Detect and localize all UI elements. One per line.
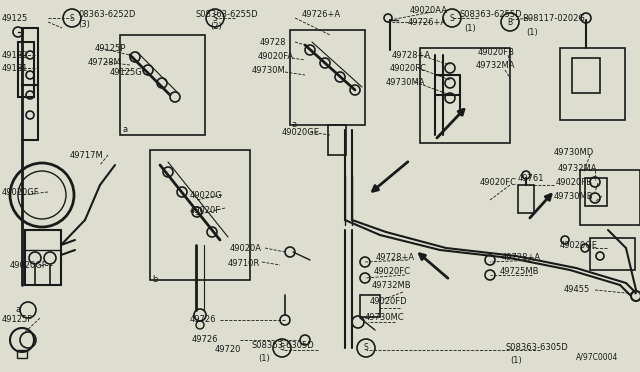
Text: S: S (280, 343, 284, 353)
Bar (518, 185, 534, 213)
Text: 49720: 49720 (215, 346, 241, 355)
Text: 49761: 49761 (518, 173, 545, 183)
Text: 08363-6252D: 08363-6252D (78, 10, 136, 19)
Bar (25, 230, 61, 285)
Text: 49730MB: 49730MB (554, 192, 594, 201)
Text: a: a (122, 125, 127, 134)
Bar (560, 48, 625, 120)
Bar (580, 170, 640, 225)
Text: 49728+A: 49728+A (376, 253, 415, 263)
Text: 49020GE: 49020GE (560, 241, 598, 250)
Text: 49020F: 49020F (190, 205, 221, 215)
Text: 49125G: 49125G (110, 67, 143, 77)
Text: 49710R: 49710R (228, 259, 260, 267)
Text: 49730MA: 49730MA (386, 77, 426, 87)
Text: 49181: 49181 (2, 64, 28, 73)
Bar (150, 150, 250, 280)
Text: S08363-6255D: S08363-6255D (195, 10, 258, 19)
Text: 49020A: 49020A (230, 244, 262, 253)
Text: 49020FD: 49020FD (370, 298, 408, 307)
Text: 49730MC: 49730MC (365, 314, 404, 323)
Text: A/97C0004: A/97C0004 (575, 353, 618, 362)
Text: 49725MB: 49725MB (500, 267, 540, 276)
Text: S08363-6305D: S08363-6305D (252, 340, 315, 350)
Bar (120, 35, 205, 135)
Bar (420, 48, 510, 143)
Text: 49455: 49455 (564, 285, 590, 295)
Text: 49020GF: 49020GF (10, 260, 47, 269)
Text: (1): (1) (510, 356, 522, 365)
Text: 49020FC: 49020FC (390, 64, 427, 73)
Text: a: a (15, 305, 20, 314)
Text: 49717M: 49717M (70, 151, 104, 160)
Bar (328, 125, 346, 155)
Text: 49125F: 49125F (2, 315, 33, 324)
Text: (1): (1) (258, 353, 269, 362)
Text: 49020FA: 49020FA (258, 51, 294, 61)
Text: (1): (1) (464, 23, 476, 32)
Bar (17, 350, 27, 358)
Text: (3): (3) (78, 19, 90, 29)
Text: 49728M: 49728M (88, 58, 122, 67)
Text: S08363-6255D: S08363-6255D (460, 10, 523, 19)
Text: 49726+A: 49726+A (408, 17, 447, 26)
Text: 49125P: 49125P (95, 44, 126, 52)
Bar (290, 30, 365, 125)
Text: 49732MA: 49732MA (476, 61, 515, 70)
Text: (1): (1) (526, 28, 538, 36)
Text: 49728+A: 49728+A (392, 51, 431, 60)
Text: 49726+A: 49726+A (302, 10, 341, 19)
Text: S: S (212, 13, 218, 22)
Text: 49728+A: 49728+A (502, 253, 541, 263)
Text: 49020FC: 49020FC (480, 177, 517, 186)
Text: 49728: 49728 (260, 38, 287, 46)
Text: 49020GE: 49020GE (282, 128, 320, 137)
Text: 49020FC: 49020FC (374, 267, 411, 276)
Text: S: S (364, 343, 369, 353)
Bar (18, 42, 34, 97)
Text: 49182: 49182 (2, 51, 28, 60)
Text: 49125: 49125 (2, 13, 28, 22)
Text: b: b (152, 275, 157, 284)
Text: 49020FB: 49020FB (478, 48, 515, 57)
Text: (2): (2) (210, 22, 221, 31)
Text: 49020AA: 49020AA (410, 6, 448, 15)
Text: 49730MD: 49730MD (554, 148, 595, 157)
Text: 49020FB: 49020FB (556, 177, 593, 186)
Bar (585, 178, 607, 206)
Text: B: B (508, 17, 513, 26)
Bar (590, 238, 635, 270)
Text: 49732MA: 49732MA (558, 164, 598, 173)
Text: 49732MB: 49732MB (372, 282, 412, 291)
Text: S08363-6305D: S08363-6305D (506, 343, 569, 353)
Text: 49726: 49726 (190, 315, 216, 324)
Text: S: S (70, 13, 74, 22)
Text: 49020G: 49020G (190, 190, 223, 199)
Bar (572, 58, 600, 93)
Text: 49726: 49726 (192, 336, 218, 344)
Text: B08117-0202G: B08117-0202G (522, 13, 585, 22)
Text: a: a (292, 120, 297, 129)
Text: 49020GF: 49020GF (2, 187, 40, 196)
Text: S: S (450, 13, 454, 22)
Text: 49730M: 49730M (252, 65, 285, 74)
Bar (360, 295, 380, 317)
